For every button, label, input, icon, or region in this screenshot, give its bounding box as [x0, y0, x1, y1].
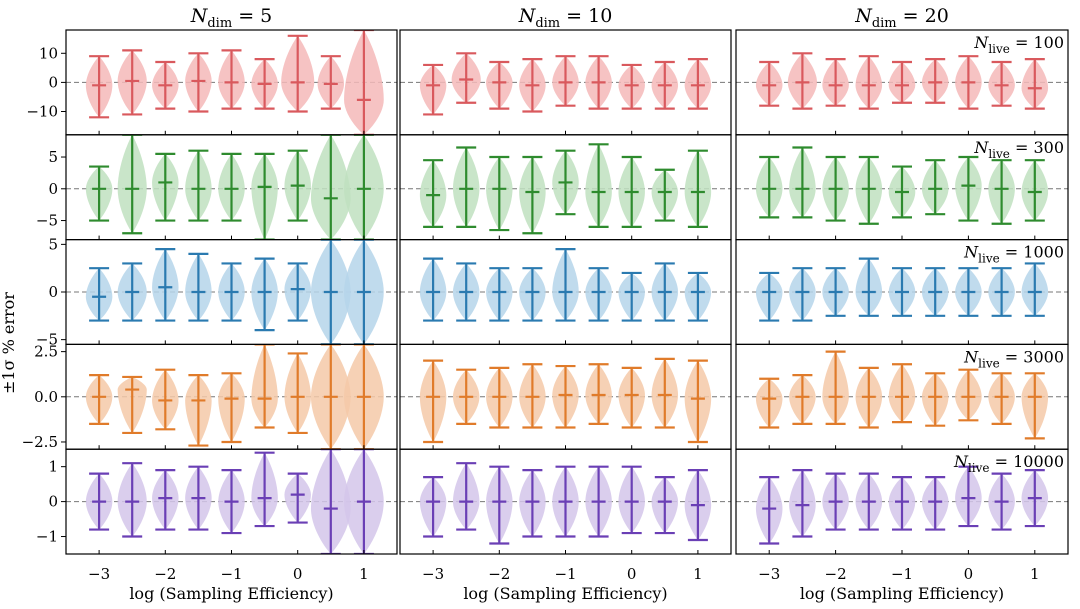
panel: Nlive = 1000: [735, 239, 1069, 346]
panel: Nlive = 10000: [735, 448, 1069, 555]
panel: [399, 239, 732, 346]
row-label: Nlive = 1000: [963, 243, 1064, 266]
x-tick-label: −1: [891, 565, 913, 583]
x-tick-label: −3: [422, 565, 444, 583]
row-label: Nlive = 10000: [953, 452, 1064, 475]
y-tick-label: 2.5: [34, 343, 58, 361]
x-tick-label: −2: [488, 565, 510, 583]
y-tick-label: 0: [48, 180, 58, 198]
x-axis-labels: −3 −2 −1 0 1 log (Sampling Efficiency) −3 −2 −1 0…: [88, 565, 1040, 603]
panel: [399, 448, 732, 555]
x-tick-label: 0: [293, 565, 303, 583]
y-tick-label: −5: [36, 212, 58, 230]
y-tick-label: 10: [39, 44, 58, 62]
panel: [399, 134, 732, 241]
x-tick-label: −1: [554, 565, 576, 583]
y-tick-label: 0.0: [34, 388, 58, 406]
panel: −5 0 5: [36, 134, 398, 241]
x-axis-label: log (Sampling Efficiency): [800, 584, 1004, 603]
panel: −1 0 1: [36, 448, 398, 555]
panel: −5 0 5: [36, 235, 398, 349]
y-tick-label: 5: [48, 148, 58, 166]
panel: [399, 29, 732, 136]
panel: −2.5 0.0 2.5: [22, 343, 398, 451]
y-tick-label: 1: [48, 458, 58, 476]
x-tick-label: 0: [964, 565, 974, 583]
panel: Nlive = 100: [735, 29, 1069, 136]
y-tick-label: −10: [26, 103, 58, 121]
x-axis-label: log (Sampling Efficiency): [463, 584, 667, 603]
y-tick-label: −5: [36, 331, 58, 349]
y-tick-label: 0: [48, 73, 58, 91]
x-tick-label: 1: [1030, 565, 1040, 583]
y-tick-label: −2.5: [22, 433, 58, 451]
x-tick-label: −3: [88, 565, 110, 583]
x-tick-label: −3: [758, 565, 780, 583]
panel: Nlive = 3000: [735, 343, 1069, 450]
row-label: Nlive = 3000: [963, 347, 1064, 370]
row-label: Nlive = 300: [973, 138, 1064, 161]
x-tick-label: −1: [220, 565, 242, 583]
y-tick-label: 5: [48, 235, 58, 253]
panel: Nlive = 300: [735, 134, 1069, 241]
column-title: Ndim = 20: [854, 5, 949, 31]
x-tick-label: −2: [154, 565, 176, 583]
column-title: Ndim = 10: [518, 5, 613, 31]
y-tick-label: 0: [48, 493, 58, 511]
x-axis-label: log (Sampling Efficiency): [129, 584, 333, 603]
panel: [399, 343, 732, 450]
y-axis-label: ±1σ % error: [0, 292, 18, 394]
column-titles: Ndim = 5 Ndim = 10 Ndim = 20: [190, 5, 949, 31]
column-title: Ndim = 5: [190, 5, 273, 31]
row-label: Nlive = 100: [973, 33, 1064, 56]
panel: −10 0 10: [26, 29, 398, 136]
y-tick-label: 0: [48, 283, 58, 301]
x-tick-label: 1: [693, 565, 703, 583]
x-tick-label: −2: [825, 565, 847, 583]
y-tick-label: −1: [36, 528, 58, 546]
x-tick-label: 0: [627, 565, 637, 583]
x-tick-label: 1: [359, 565, 369, 583]
